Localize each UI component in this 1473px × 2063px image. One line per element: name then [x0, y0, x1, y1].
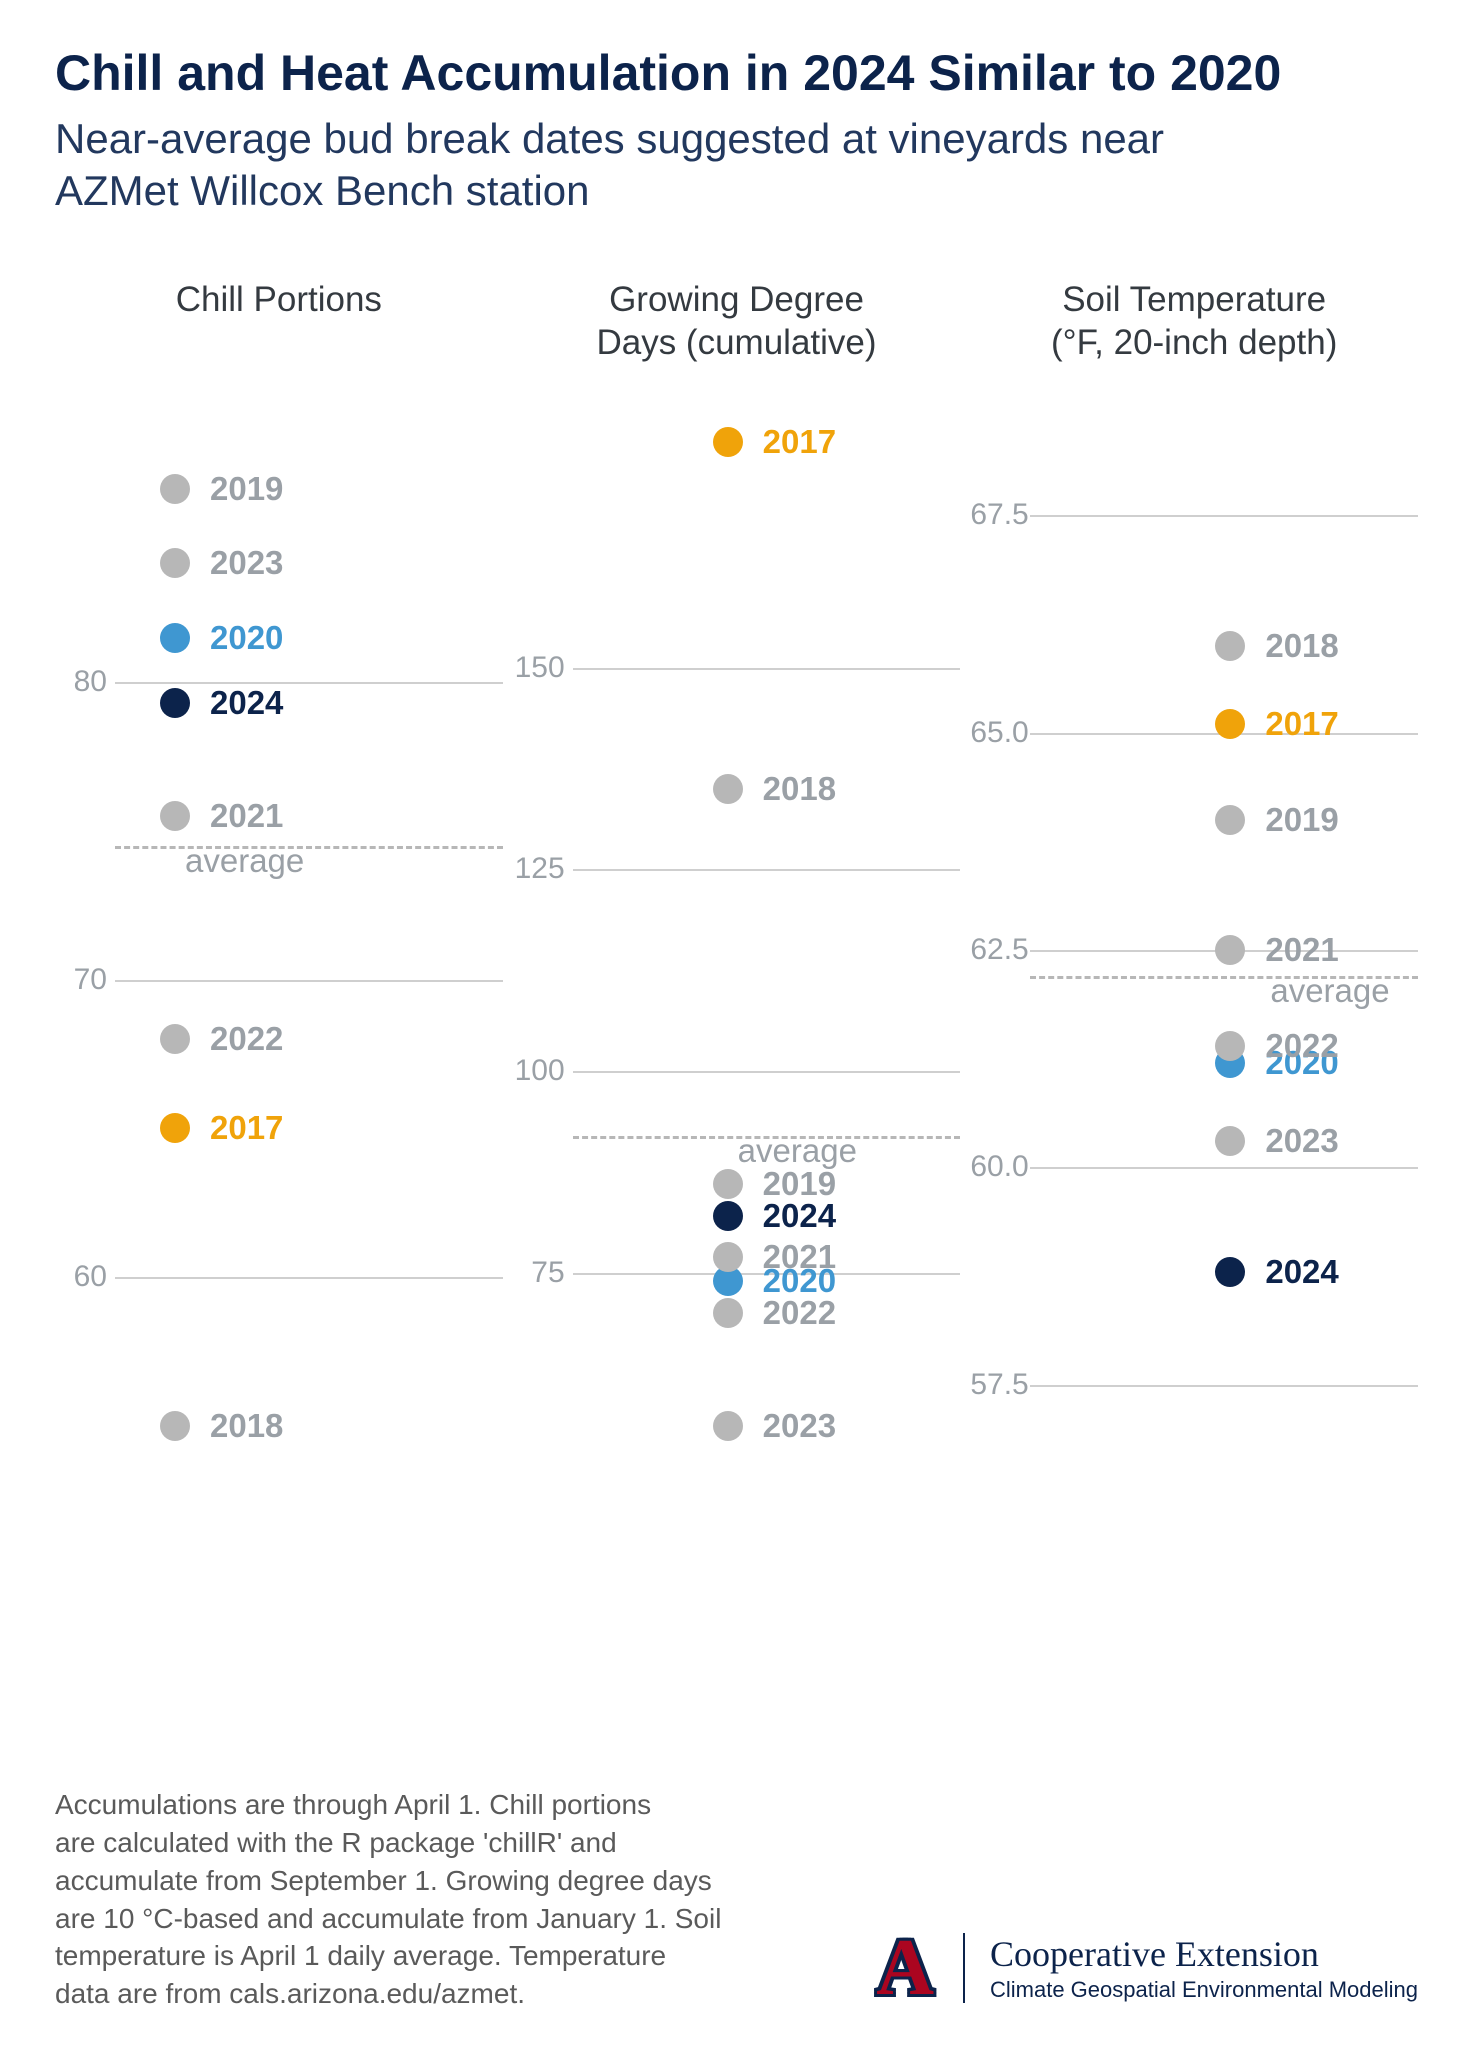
data-point-2022	[713, 1298, 743, 1328]
data-label-2023: 2023	[210, 544, 283, 582]
data-label-2021: 2021	[763, 1238, 836, 1276]
data-point-2018	[713, 774, 743, 804]
panel-title-chill: Chill Portions	[55, 278, 503, 366]
axis-tick-label: 80	[55, 665, 107, 699]
data-point-2023	[713, 1411, 743, 1441]
data-point-2023	[160, 548, 190, 578]
data-point-2018	[160, 1411, 190, 1441]
footer-logo: A Cooperative Extension Climate Geospati…	[870, 1928, 1418, 2008]
plot-soil: 57.5 60.0 62.5 65.0 67.5 average 2017 2018 2019 2…	[970, 385, 1418, 1515]
axis-tick-label: 125	[513, 852, 565, 886]
data-label-2019: 2019	[1265, 801, 1338, 839]
gridline	[115, 1277, 503, 1279]
panel-title-gdd: Growing Degree Days (cumulative)	[513, 278, 961, 366]
data-label-2017: 2017	[763, 423, 836, 461]
axis-tick-label: 60.0	[970, 1150, 1022, 1184]
data-point-2019	[160, 474, 190, 504]
gridline	[115, 980, 503, 982]
axis-tick-label: 65.0	[970, 716, 1022, 750]
chart-panels: Chill Portions 60 70 80 average 2017 2018 2019 2…	[55, 278, 1418, 1516]
data-point-2022	[160, 1024, 190, 1054]
average-label: average	[185, 842, 304, 880]
footer-brand-main: Cooperative Extension	[990, 1933, 1418, 1975]
data-label-2023: 2023	[763, 1407, 836, 1445]
panel-chill: Chill Portions 60 70 80 average 2017 2018 2019 2…	[55, 278, 503, 1516]
average-label: average	[1270, 972, 1389, 1010]
page-subtitle: Near-average bud break dates suggested a…	[55, 113, 1418, 218]
data-label-2023: 2023	[1265, 1122, 1338, 1160]
data-label-2024: 2024	[763, 1197, 836, 1235]
gridline	[573, 668, 961, 670]
data-label-2017: 2017	[1265, 705, 1338, 743]
axis-tick-label: 62.5	[970, 933, 1022, 967]
average-line	[115, 846, 503, 849]
gridline	[1030, 1385, 1418, 1387]
data-label-2018: 2018	[1265, 627, 1338, 665]
data-label-2020: 2020	[210, 619, 283, 657]
footer-brand: Cooperative Extension Climate Geospatial…	[963, 1933, 1418, 2003]
data-label-2018: 2018	[763, 770, 836, 808]
gridline	[1030, 1167, 1418, 1169]
data-point-2018	[1215, 631, 1245, 661]
plot-gdd: 75100125150average2017201820192020202120…	[513, 385, 961, 1515]
panel-title-soil: Soil Temperature (°F, 20-inch depth)	[970, 278, 1418, 366]
axis-tick-label: 67.5	[970, 498, 1022, 532]
page-title: Chill and Heat Accumulation in 2024 Simi…	[55, 45, 1418, 103]
data-point-2024	[160, 688, 190, 718]
plot-chill: 60 70 80 average 2017 2018 2019 2020 2021 2022 202…	[55, 385, 503, 1515]
data-point-2021	[1215, 935, 1245, 965]
data-label-2024: 2024	[1265, 1253, 1338, 1291]
panel-gdd: Growing Degree Days (cumulative) 75 100 125…	[513, 278, 961, 1516]
panel-soil: Soil Temperature (°F, 20-inch depth) 57.5…	[970, 278, 1418, 1516]
axis-tick-label: 70	[55, 963, 107, 997]
data-label-2022: 2022	[763, 1294, 836, 1332]
data-label-2022: 2022	[1265, 1027, 1338, 1065]
data-label-2024: 2024	[210, 684, 283, 722]
data-label-2021: 2021	[210, 797, 283, 835]
data-point-2021	[160, 801, 190, 831]
gridline	[573, 869, 961, 871]
data-point-2019	[713, 1169, 743, 1199]
data-point-2022	[1215, 1031, 1245, 1061]
data-point-2021	[713, 1242, 743, 1272]
data-label-2019: 2019	[210, 470, 283, 508]
ua-logo-icon: A	[870, 1928, 938, 2008]
data-point-2023	[1215, 1126, 1245, 1156]
gridline	[115, 682, 503, 684]
footer-brand-sub: Climate Geospatial Environmental Modelin…	[990, 1977, 1418, 2003]
data-label-2022: 2022	[210, 1020, 283, 1058]
axis-tick-label: 100	[513, 1054, 565, 1088]
axis-tick-label: 57.5	[970, 1368, 1022, 1402]
chart-caption: Accumulations are through April 1. Chill…	[55, 1786, 775, 2013]
axis-tick-label: 60	[55, 1260, 107, 1294]
data-point-2017	[713, 427, 743, 457]
data-label-2017: 2017	[210, 1109, 283, 1147]
data-point-2017	[1215, 709, 1245, 739]
data-label-2018: 2018	[210, 1407, 283, 1445]
data-point-2017	[160, 1113, 190, 1143]
axis-tick-label: 150	[513, 651, 565, 685]
gridline	[1030, 515, 1418, 517]
data-point-2024	[1215, 1257, 1245, 1287]
data-point-2020	[160, 623, 190, 653]
data-point-2019	[1215, 805, 1245, 835]
data-label-2021: 2021	[1265, 931, 1338, 969]
data-point-2024	[713, 1201, 743, 1231]
gridline	[573, 1071, 961, 1073]
axis-tick-label: 75	[513, 1256, 565, 1290]
